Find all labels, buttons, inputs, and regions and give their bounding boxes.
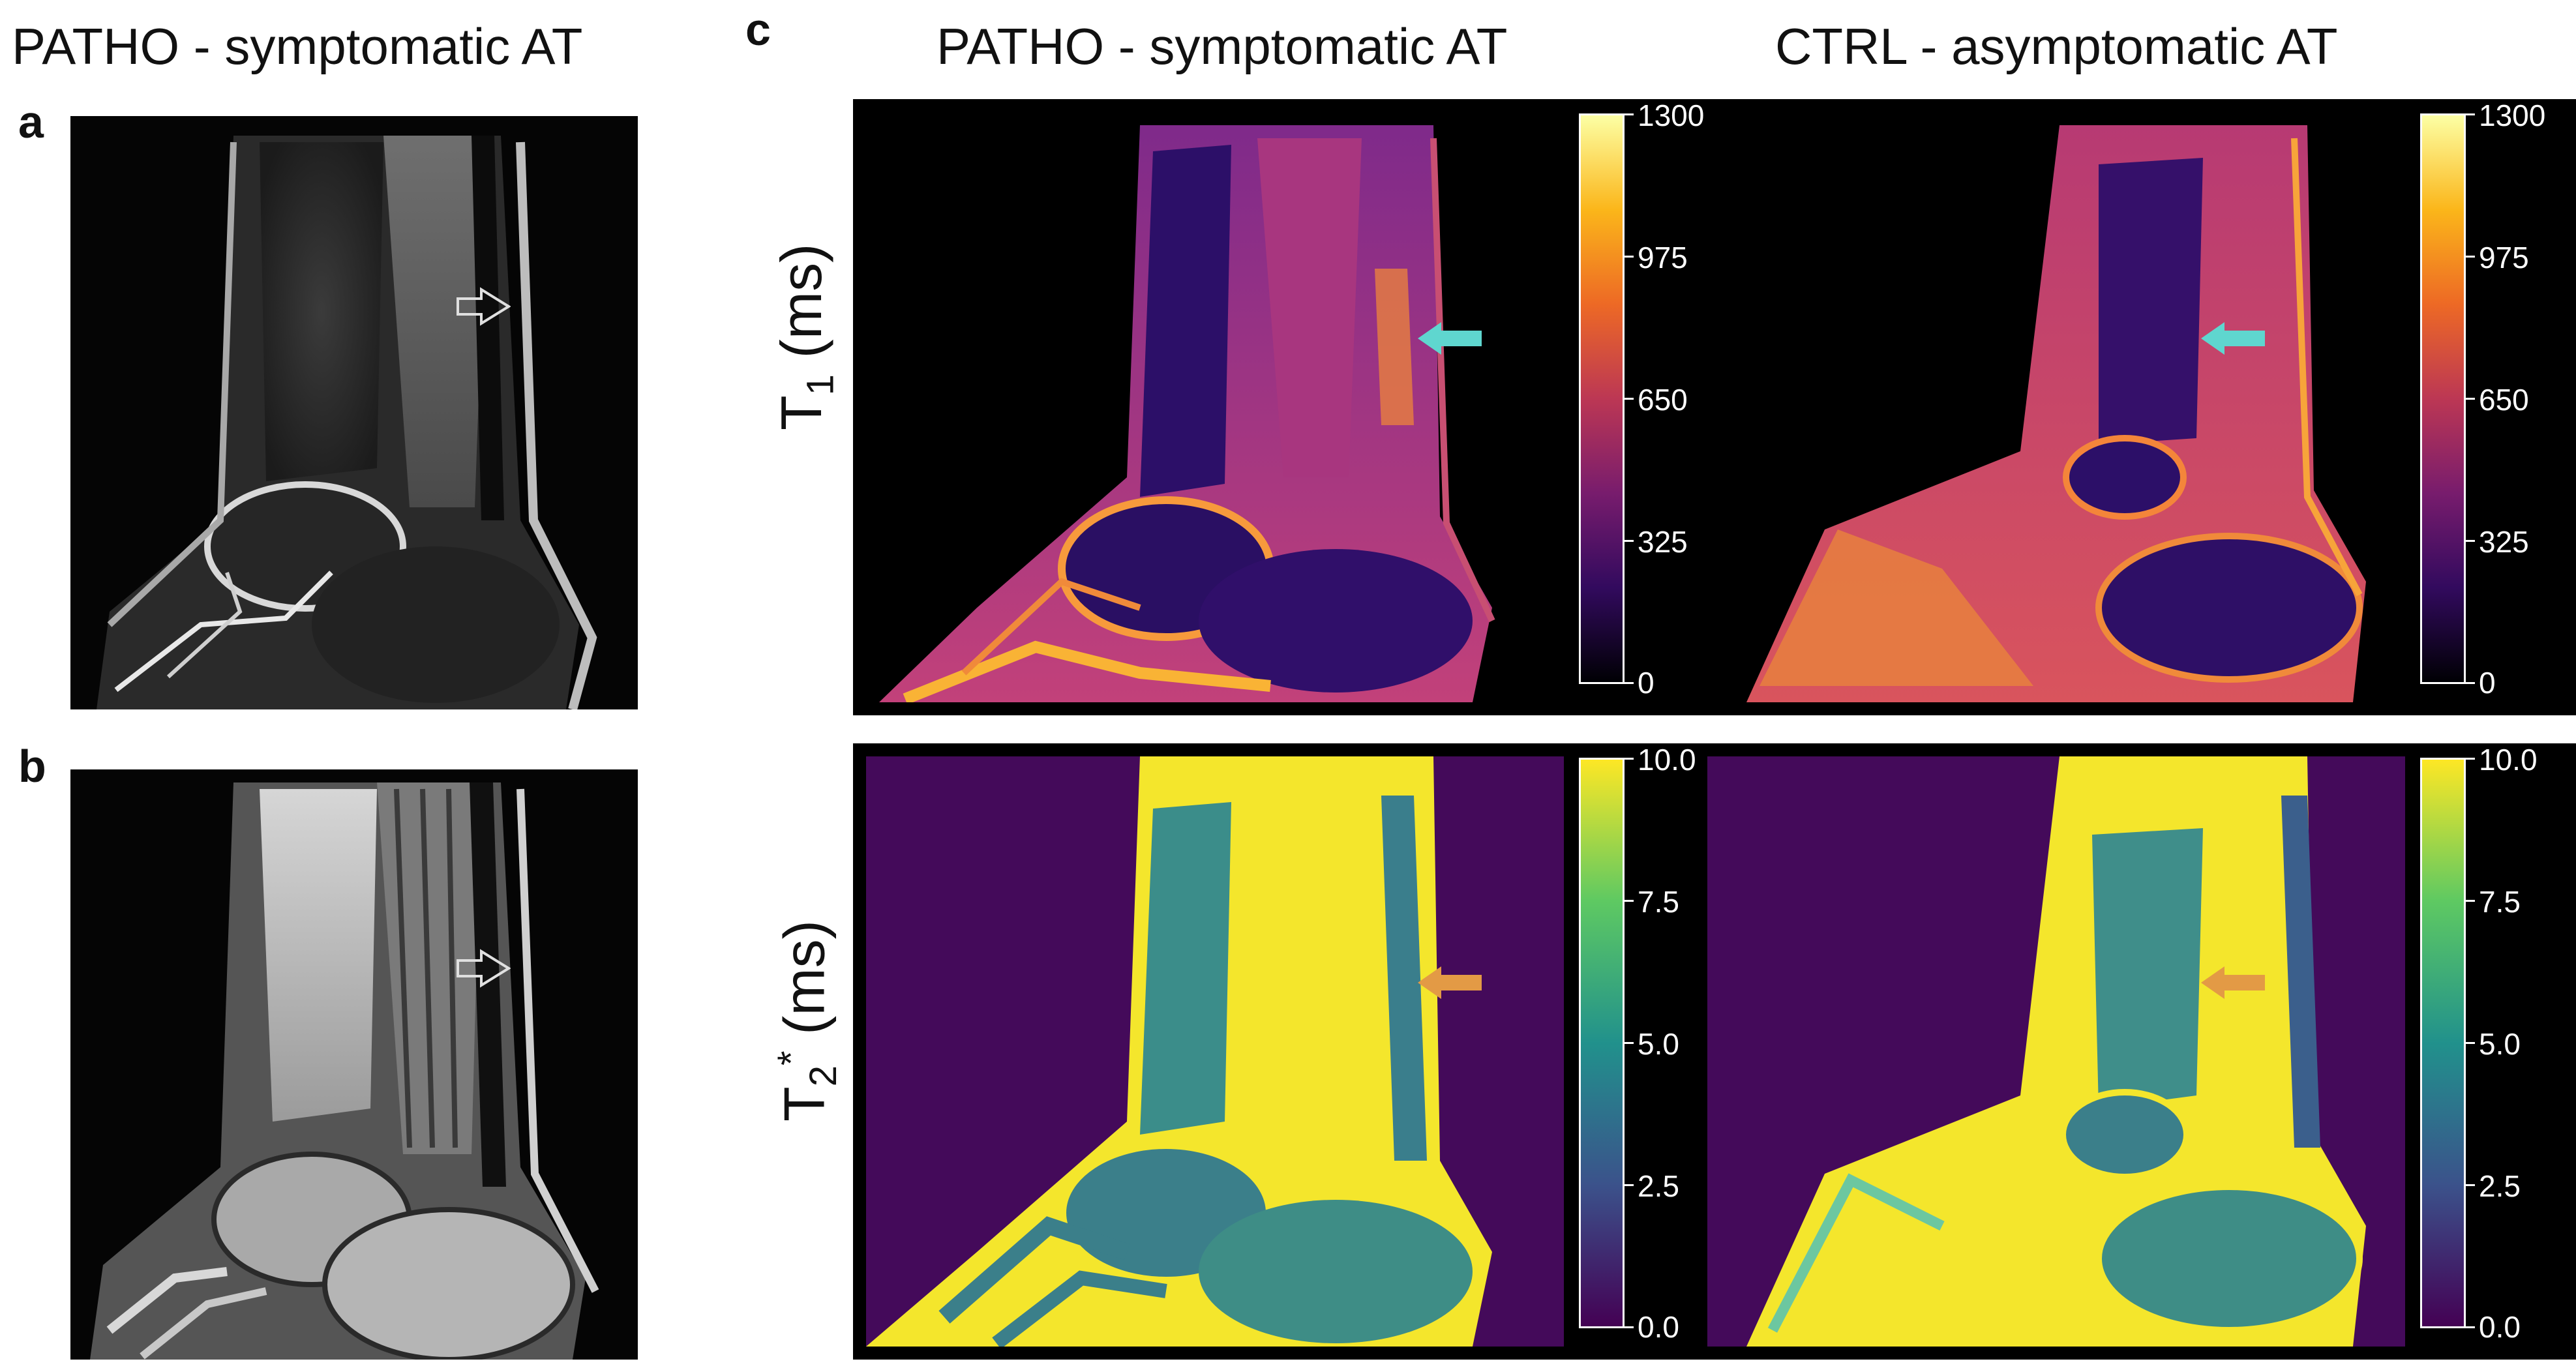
t1-tick-1300: 1300 bbox=[1638, 98, 1705, 132]
mri-image-a bbox=[70, 116, 638, 709]
t2-tick-2-5: 2.5 bbox=[2479, 1169, 2521, 1203]
t1-map-ctrl bbox=[1707, 112, 2405, 702]
t1-tick-975: 975 bbox=[2479, 241, 2529, 275]
t2-tick-7-5: 7.5 bbox=[2479, 885, 2521, 919]
t2-tick-5: 5.0 bbox=[1638, 1027, 1679, 1061]
column-title-ctrl: CTRL - asymptomatic AT bbox=[1775, 18, 2338, 75]
panel-label-b: b bbox=[18, 741, 46, 792]
t1-tick-0: 0 bbox=[1638, 666, 1655, 700]
t2star-map-patho bbox=[866, 756, 1564, 1347]
t1-colorbar-ctrl bbox=[2420, 113, 2466, 684]
t1-patho-arrow-icon bbox=[1418, 322, 1482, 355]
t1-tick-325: 325 bbox=[1638, 525, 1688, 559]
t2-tick-5: 5.0 bbox=[2479, 1027, 2521, 1061]
t1-tick-650: 650 bbox=[1638, 383, 1688, 417]
t2star-colorbar-patho bbox=[1579, 758, 1625, 1328]
t1-tick-0: 0 bbox=[2479, 666, 2496, 700]
row-label-t2star: T2* (ms) bbox=[770, 920, 845, 1122]
t2-tick-0: 0.0 bbox=[2479, 1310, 2521, 1344]
t1-tick-325: 325 bbox=[2479, 525, 2529, 559]
outline-arrow-icon bbox=[457, 287, 511, 326]
t2star-map-row: 10.0 7.5 5.0 2.5 0.0 10.0 7.5 5.0 2.5 0.… bbox=[853, 743, 2576, 1360]
t2-tick-10: 10.0 bbox=[2479, 743, 2538, 777]
t1-tick-650: 650 bbox=[2479, 383, 2529, 417]
panel-label-a: a bbox=[18, 97, 44, 147]
t2-tick-10: 10.0 bbox=[1638, 743, 1696, 777]
t1-tick-975: 975 bbox=[1638, 241, 1688, 275]
outline-arrow-icon bbox=[457, 949, 511, 988]
t1-map-patho bbox=[866, 112, 1564, 702]
t2star-patho-arrow-icon bbox=[1418, 966, 1482, 999]
t1-colorbar-patho bbox=[1579, 113, 1625, 684]
t2star-colorbar-ctrl bbox=[2420, 758, 2466, 1328]
panel-label-c: c bbox=[745, 4, 771, 55]
t2-tick-0: 0.0 bbox=[1638, 1310, 1679, 1344]
t2star-map-ctrl bbox=[1707, 756, 2405, 1347]
t2-tick-7-5: 7.5 bbox=[1638, 885, 1679, 919]
t2-tick-2-5: 2.5 bbox=[1638, 1169, 1679, 1203]
t2star-ctrl-arrow-icon bbox=[2201, 966, 2265, 999]
t1-tick-1300: 1300 bbox=[2479, 98, 2546, 132]
column-title-patho: PATHO - symptomatic AT bbox=[936, 18, 1508, 75]
left-column-title: PATHO - symptomatic AT bbox=[12, 18, 583, 75]
mri-image-b bbox=[70, 769, 638, 1360]
t1-map-row: 1300 975 650 325 0 1300 975 650 325 0 bbox=[853, 99, 2576, 715]
t1-ctrl-arrow-icon bbox=[2201, 322, 2265, 355]
row-label-t1: T1 (ms) bbox=[769, 243, 842, 430]
